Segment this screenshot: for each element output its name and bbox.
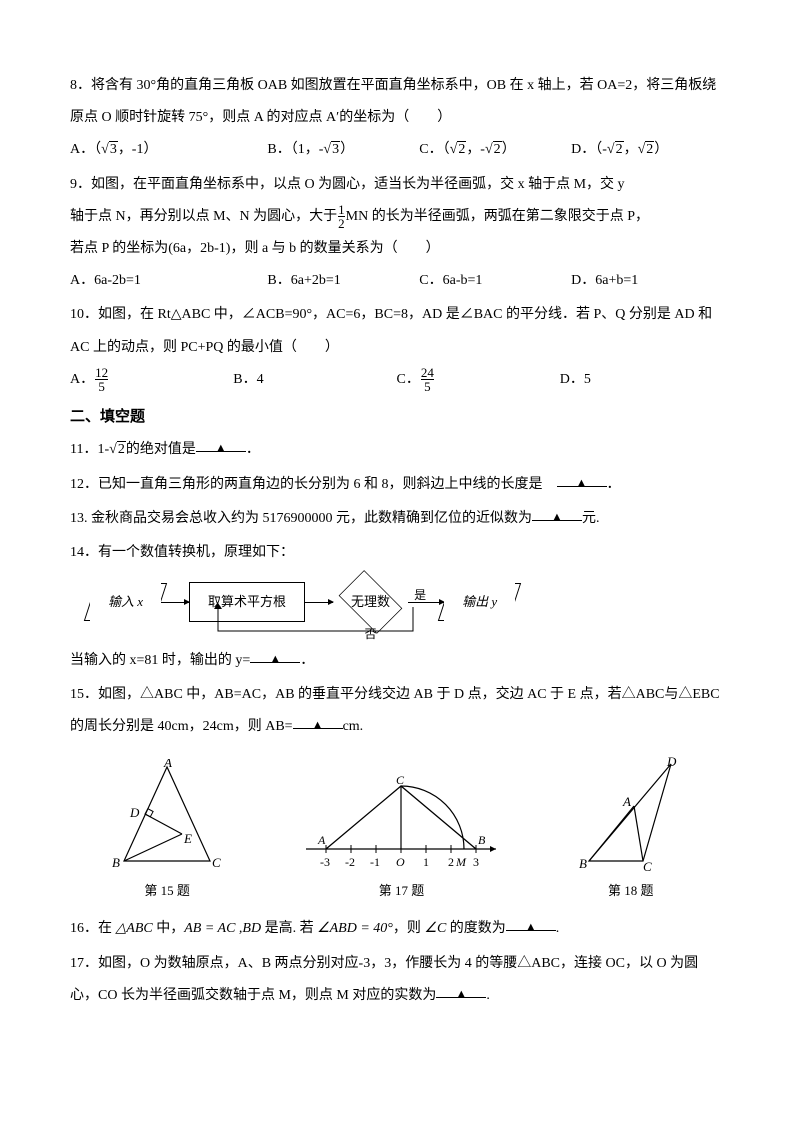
q9-line1: 9．如图，在平面直角坐标系中，以点 O 为圆心，适当长为半径画弧，交 x 轴于点… xyxy=(70,169,723,201)
question-14: 14．有一个数值转换机，原理如下： 输入 x 取算术平方根 无理数 否 是 输出… xyxy=(70,537,723,677)
figure-15-caption: 第 15 题 xyxy=(102,876,232,906)
q10-opt-c: C．245 xyxy=(397,364,560,396)
svg-text:A: A xyxy=(317,833,326,847)
flow-input: 输入 x xyxy=(90,583,161,621)
svg-text:B: B xyxy=(112,855,120,870)
flow-arrow-1 xyxy=(161,602,189,603)
question-13: 13. 金秋商品交易会总收入约为 5176900000 元，此数精确到亿位的近似… xyxy=(70,503,723,535)
question-9: 9．如图，在平面直角坐标系中，以点 O 为圆心，适当长为半径画弧，交 x 轴于点… xyxy=(70,169,723,298)
flow-loop-back xyxy=(216,605,436,637)
flow-arrow-3: 是 xyxy=(408,602,444,603)
q9-opt-d: D．6a+b=1 xyxy=(571,265,723,297)
svg-text:D: D xyxy=(666,756,677,769)
blank-12 xyxy=(557,469,607,487)
blank-15 xyxy=(293,711,343,729)
svg-text:M: M xyxy=(455,855,467,869)
q10-options: A．125 B．4 C．245 D．5 xyxy=(70,364,723,396)
q10-text: 10．如图，在 Rt△ABC 中，∠ACB=90°，AC=6，BC=8，AD 是… xyxy=(70,299,723,363)
q8-opt-c: C．（2，-2） xyxy=(419,134,571,166)
question-8: 8．将含有 30°角的直角三角板 OAB 如图放置在平面直角坐标系中，OB 在 … xyxy=(70,70,723,167)
svg-text:3: 3 xyxy=(473,855,479,869)
question-15: 15．如图，△ABC 中，AB=AC，AB 的垂直平分线交边 AB 于 D 点，… xyxy=(70,679,723,743)
q8-opt-d: D．（-2，2） xyxy=(571,134,723,166)
svg-text:B: B xyxy=(579,856,587,871)
svg-text:D: D xyxy=(129,805,140,820)
q8-opt-b: B．（1，-3） xyxy=(267,134,419,166)
q8-text: 8．将含有 30°角的直角三角板 OAB 如图放置在平面直角坐标系中，OB 在 … xyxy=(70,70,723,134)
svg-text:1: 1 xyxy=(423,855,429,869)
figure-17-svg: -3 -2 -1 O 1 2 3 A B C M xyxy=(296,774,506,874)
svg-text:2: 2 xyxy=(448,855,454,869)
question-12: 12．已知一直角三角形的两直角边的长分别为 6 和 8，则斜边上中线的长度是 ． xyxy=(70,469,723,501)
svg-text:E: E xyxy=(183,831,192,846)
svg-text:C: C xyxy=(212,855,221,870)
figure-15-svg: A B C D E xyxy=(102,759,232,874)
svg-text:-3: -3 xyxy=(320,855,330,869)
flowchart: 输入 x 取算术平方根 无理数 否 是 输出 y xyxy=(90,577,723,627)
q9-opt-a: A．6a-2b=1 xyxy=(70,265,267,297)
svg-text:C: C xyxy=(643,859,652,874)
q10-opt-d: D．5 xyxy=(560,364,723,396)
svg-text:B: B xyxy=(478,833,486,847)
blank-11 xyxy=(196,434,246,452)
svg-text:O: O xyxy=(396,855,405,869)
frac-half: 12 xyxy=(338,203,345,230)
q10-opt-a: A．125 xyxy=(70,364,233,396)
svg-text:A: A xyxy=(622,794,631,809)
q9-line3: 若点 P 的坐标为(6a，2b-1)，则 a 与 b 的数量关系为（ ） xyxy=(70,233,723,265)
flow-output: 输出 y xyxy=(444,583,515,621)
figure-15: A B C D E 第 15 题 xyxy=(102,759,232,906)
svg-text:-2: -2 xyxy=(345,855,355,869)
svg-text:-1: -1 xyxy=(370,855,380,869)
figures-row: A B C D E 第 15 题 -3 -2 -1 O 1 2 3 xyxy=(70,756,723,906)
q9-line2: 轴于点 N，再分别以点 M、N 为圆心，大于12MN 的长为半径画弧，两弧在第二… xyxy=(70,201,723,233)
blank-14 xyxy=(250,645,300,663)
question-17: 17．如图，O 为数轴原点，A、B 两点分别对应-3，3，作腰长为 4 的等腰△… xyxy=(70,948,723,1012)
q8-options: A．（3，-1） B．（1，-3） C．（2，-2） D．（-2，2） xyxy=(70,134,723,166)
figure-18-caption: 第 18 题 xyxy=(571,876,691,906)
q14-line2: 当输入的 x=81 时，输出的 y=． xyxy=(70,645,723,677)
question-11: 11．1-2的绝对值是． xyxy=(70,434,723,466)
q14-line1: 14．有一个数值转换机，原理如下： xyxy=(70,537,723,569)
q9-opt-c: C．6a-b=1 xyxy=(419,265,571,297)
q9-opt-b: B．6a+2b=1 xyxy=(267,265,419,297)
question-16: 16．在 △ABC 中，AB = AC ,BD 是高. 若 ∠ABD = 40°… xyxy=(70,913,723,945)
figure-17-caption: 第 17 题 xyxy=(296,876,506,906)
q9-options: A．6a-2b=1 B．6a+2b=1 C．6a-b=1 D．6a+b=1 xyxy=(70,265,723,297)
blank-17 xyxy=(436,980,486,998)
svg-text:C: C xyxy=(396,774,405,787)
blank-13 xyxy=(532,503,582,521)
q8-opt-a: A．（3，-1） xyxy=(70,134,267,166)
figure-18: D A B C 第 18 题 xyxy=(571,756,691,906)
svg-text:A: A xyxy=(163,759,172,770)
section-2-title: 二、填空题 xyxy=(70,400,723,435)
blank-16 xyxy=(506,913,556,931)
q10-opt-b: B．4 xyxy=(233,364,396,396)
figure-18-svg: D A B C xyxy=(571,756,691,874)
question-10: 10．如图，在 Rt△ABC 中，∠ACB=90°，AC=6，BC=8，AD 是… xyxy=(70,299,723,396)
figure-17: -3 -2 -1 O 1 2 3 A B C M 第 17 题 xyxy=(296,774,506,906)
flow-arrow-2 xyxy=(305,602,333,603)
